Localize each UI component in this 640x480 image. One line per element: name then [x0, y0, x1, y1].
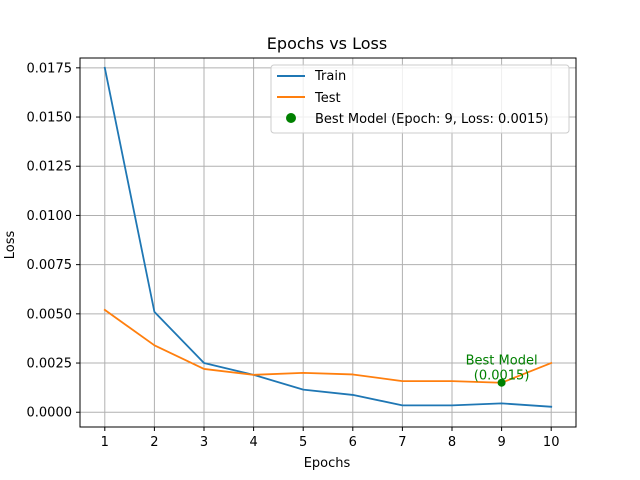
x-tick-label: 1 — [101, 435, 109, 450]
axes-frame — [79, 57, 577, 428]
x-ticks: 1 2 3 4 5 6 7 8 9 10 — [101, 427, 560, 450]
best-model-annotation: Best Model (0.0015) — [466, 354, 538, 384]
x-tick-label: 4 — [249, 435, 257, 450]
marker-layer — [497, 378, 506, 387]
annotation-line-2: (0.0015) — [474, 369, 530, 384]
x-tick-label: 2 — [150, 435, 158, 450]
y-axis-label: Loss — [3, 231, 18, 260]
y-tick-label: 0.0175 — [27, 61, 73, 76]
y-tick-label: 0.0150 — [27, 111, 73, 126]
x-tick-label: 9 — [497, 435, 505, 450]
y-tick-label: 0.0100 — [27, 209, 73, 224]
legend: Train Test Best Model (Epoch: 9, Loss: 0… — [270, 64, 570, 134]
legend-best-marker — [286, 113, 296, 123]
y-tick-label: 0.0000 — [27, 406, 73, 421]
annotation-line-1: Best Model — [466, 354, 538, 369]
legend-best-label: Best Model (Epoch: 9, Loss: 0.0015) — [315, 112, 549, 127]
x-tick-label: 10 — [543, 435, 560, 450]
series-layer — [103, 66, 553, 408]
legend-train-label: Train — [314, 69, 346, 84]
y-tick-label: 0.0025 — [27, 357, 73, 372]
y-ticks: 0.0000 0.0025 0.0050 0.0075 0.0100 0.0125 0.01… — [27, 61, 80, 421]
legend-box — [270, 64, 570, 134]
x-tick-label: 6 — [349, 435, 357, 450]
best-model-point — [497, 378, 506, 387]
x-tick-label: 7 — [398, 435, 406, 450]
x-tick-label: 3 — [200, 435, 208, 450]
x-axis-label: Epochs — [304, 456, 351, 471]
chart-title: Epochs vs Loss — [267, 34, 387, 53]
y-tick-label: 0.0075 — [27, 258, 73, 273]
y-tick-label: 0.0125 — [27, 160, 73, 175]
y-tick-label: 0.0050 — [27, 307, 73, 322]
x-tick-label: 5 — [299, 435, 307, 450]
legend-test-label: Test — [314, 91, 341, 106]
series-line-train — [103, 66, 553, 408]
series-line-test — [103, 308, 553, 384]
x-tick-label: 8 — [448, 435, 456, 450]
